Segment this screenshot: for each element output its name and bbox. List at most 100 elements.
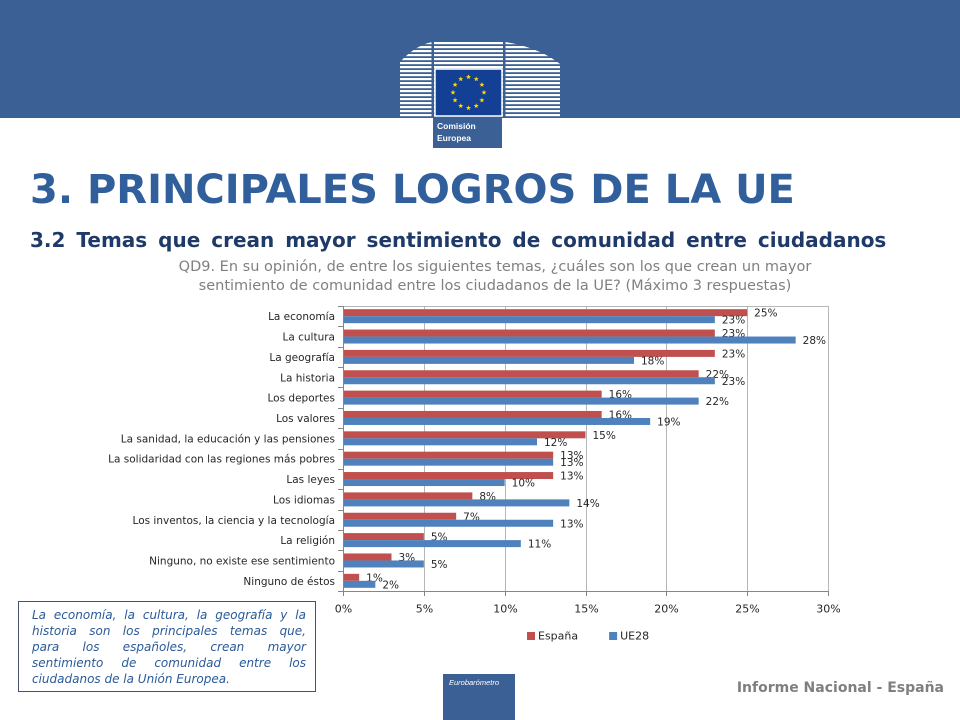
eurobarometer-label: Eurobarómetro xyxy=(449,678,500,687)
data-label-ue28: 23% xyxy=(722,315,745,327)
bar-espana xyxy=(344,472,554,480)
data-label-ue28: 2% xyxy=(382,579,399,591)
bar-ue28 xyxy=(344,519,554,527)
data-label-espana: 25% xyxy=(754,308,777,320)
x-tick-label: 0% xyxy=(335,603,352,616)
category-label: Las leyes xyxy=(286,474,335,486)
eu-star-icon xyxy=(473,103,479,109)
building-line xyxy=(400,50,560,53)
bar-ue28 xyxy=(344,336,796,344)
bar-ue28 xyxy=(344,417,651,425)
page-subtitle: 3.2 Temas que crean mayor sentimiento de… xyxy=(30,228,887,252)
data-label-ue28: 18% xyxy=(641,355,664,367)
x-tick-label: 10% xyxy=(493,603,517,616)
eu-star-icon xyxy=(465,105,472,111)
eu-star-icon xyxy=(473,76,479,82)
summary-note-line: sentimiento de comunidad entre los xyxy=(32,656,306,670)
bar-ue28 xyxy=(344,580,376,588)
report-label: Informe Nacional - España xyxy=(736,680,944,696)
data-label-ue28: 19% xyxy=(657,416,680,428)
data-label-ue28: 28% xyxy=(803,335,826,347)
logo-label-line2: Europea xyxy=(437,133,471,143)
logo-label-box xyxy=(433,118,502,148)
category-label: Los deportes xyxy=(268,393,335,405)
data-label-espana: 13% xyxy=(560,450,583,462)
bar-ue28 xyxy=(344,560,424,568)
data-label-ue28: 22% xyxy=(706,396,729,408)
bar-ue28 xyxy=(344,438,537,446)
data-label-espana: 23% xyxy=(722,348,745,360)
eu-flag-icon xyxy=(434,68,503,117)
chart-legend: España UE28 xyxy=(527,630,649,643)
category-label: Ninguno, no existe ese sentimiento xyxy=(149,555,335,567)
category-label: La solidaridad con las regiones más pobr… xyxy=(108,454,335,466)
bar-ue28 xyxy=(344,499,570,507)
data-label-espana: 13% xyxy=(560,471,583,483)
bar-ue28 xyxy=(344,377,715,385)
bar-ue28 xyxy=(344,540,521,548)
european-commission-logo: Comisión Europea xyxy=(400,36,560,148)
summary-note-line: ciudadanos de la Unión Europea. xyxy=(32,672,230,686)
bar-espana xyxy=(344,390,602,398)
data-label-ue28: 11% xyxy=(528,539,551,551)
bar-ue28 xyxy=(344,356,634,364)
bar-espana xyxy=(344,431,586,439)
bar-espana xyxy=(344,329,715,337)
legend-swatch-espana xyxy=(527,632,535,640)
category-label: Ninguno de éstos xyxy=(243,576,335,588)
bar-espana xyxy=(344,410,602,418)
summary-note-line: La economía, la cultura, la geografía y … xyxy=(32,608,306,622)
eu-star-icon xyxy=(450,89,456,95)
bar-ue28 xyxy=(344,397,699,405)
building-line xyxy=(400,62,560,65)
eu-star-icon xyxy=(452,82,458,87)
category-label: La sanidad, la educación y las pensiones xyxy=(121,433,335,445)
data-label-ue28: 13% xyxy=(560,518,583,530)
survey-question-line: sentimiento de comunidad entre los ciuda… xyxy=(198,278,792,294)
data-label-espana: 15% xyxy=(593,430,616,442)
building-line xyxy=(400,54,560,57)
x-tick-label: 25% xyxy=(735,603,759,616)
bar-espana xyxy=(344,309,748,317)
building-line xyxy=(400,66,560,69)
bar-espana xyxy=(344,533,424,541)
category-label: Los idiomas xyxy=(273,494,335,506)
bar-espana xyxy=(344,451,554,459)
summary-note-line: historia son los principales temas que, xyxy=(32,624,306,638)
eu-star-icon xyxy=(458,76,464,82)
bar-espana xyxy=(344,492,473,500)
category-label: La geografía xyxy=(269,352,335,364)
data-label-ue28: 12% xyxy=(544,437,567,449)
flag-stars xyxy=(450,74,487,111)
category-label: La cultura xyxy=(283,332,336,344)
bar-ue28 xyxy=(344,458,554,466)
legend-swatch-ue28 xyxy=(609,632,618,640)
data-label-ue28: 13% xyxy=(560,457,583,469)
summary-note-line: para los españoles, crean mayor xyxy=(32,640,306,654)
building-line xyxy=(400,46,560,49)
category-label: Los valores xyxy=(276,413,335,425)
legend-label-espana: España xyxy=(538,630,578,643)
legend-label-ue28: UE28 xyxy=(620,630,649,643)
logo-gap-right xyxy=(503,36,506,118)
bar-espana xyxy=(344,512,457,520)
x-tick-label: 5% xyxy=(416,603,433,616)
bar-chart: 0% 5% 10% 15% 20% 25% 30% La economía 25% 23% La c… xyxy=(108,306,841,643)
page-title: 3. PRINCIPALES LOGROS DE LA UE xyxy=(30,167,795,213)
category-label: La religión xyxy=(280,535,335,547)
building-line xyxy=(400,42,560,45)
building-line xyxy=(400,58,560,61)
bar-espana xyxy=(344,573,360,581)
bar-ue28 xyxy=(344,479,505,487)
logo-label-line1: Comisión xyxy=(437,121,476,131)
data-label-ue28: 14% xyxy=(576,498,599,510)
eu-star-icon xyxy=(465,74,472,80)
x-tick-label: 30% xyxy=(816,603,840,616)
category-label: La economía xyxy=(268,311,335,323)
category-label: Los inventos, la ciencia y la tecnología xyxy=(133,515,335,527)
bar-espana xyxy=(344,553,392,561)
category-label: La historia xyxy=(280,372,335,384)
data-label-ue28: 5% xyxy=(431,559,448,571)
bar-ue28 xyxy=(344,316,715,324)
eu-star-icon xyxy=(481,89,487,95)
